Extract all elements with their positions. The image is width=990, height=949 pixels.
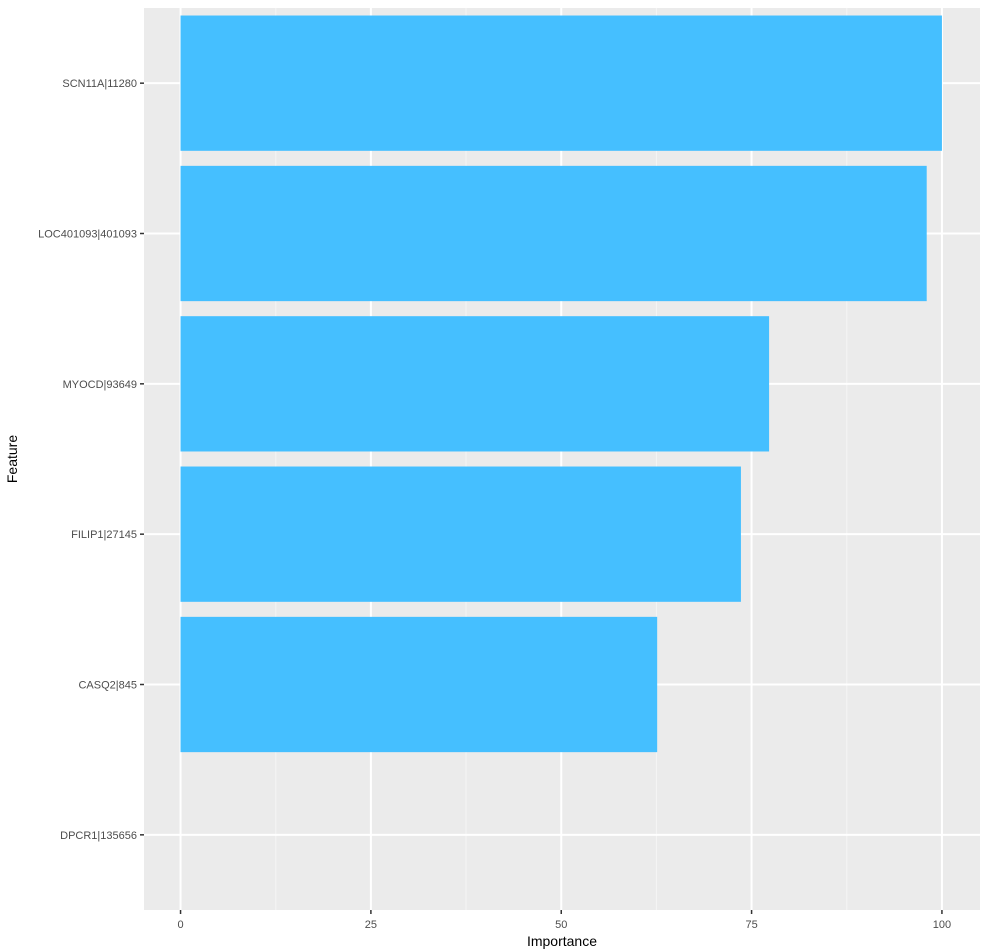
- y-axis: SCN11A|11280 LOC401093|401093 MYOCD|93649 F…: [38, 78, 144, 842]
- x-tick-label: 0: [177, 919, 183, 931]
- minor-gridlines: [275, 8, 848, 910]
- bar: [180, 15, 942, 151]
- bars: [180, 15, 942, 753]
- x-tick-label: 25: [365, 919, 377, 931]
- y-tick-label: DPCR1|135656: [60, 830, 137, 842]
- x-tick-label: 75: [745, 919, 757, 931]
- bar: [180, 616, 658, 753]
- x-axis: 0 25 50 75 100: [177, 910, 951, 931]
- y-tick-label: MYOCD|93649: [63, 379, 137, 391]
- x-axis-title: Importance: [527, 933, 597, 949]
- y-tick-label: FILIP1|27145: [71, 529, 137, 541]
- x-tick-label: 50: [555, 919, 567, 931]
- x-tick-label: 100: [933, 919, 951, 931]
- y-tick-label: SCN11A|11280: [62, 78, 137, 90]
- y-tick-label: CASQ2|845: [78, 680, 137, 692]
- bar: [180, 165, 927, 302]
- y-tick-label: LOC401093|401093: [38, 229, 137, 241]
- bar: [180, 316, 770, 452]
- bar: [180, 466, 741, 602]
- y-axis-title: Feature: [4, 435, 20, 483]
